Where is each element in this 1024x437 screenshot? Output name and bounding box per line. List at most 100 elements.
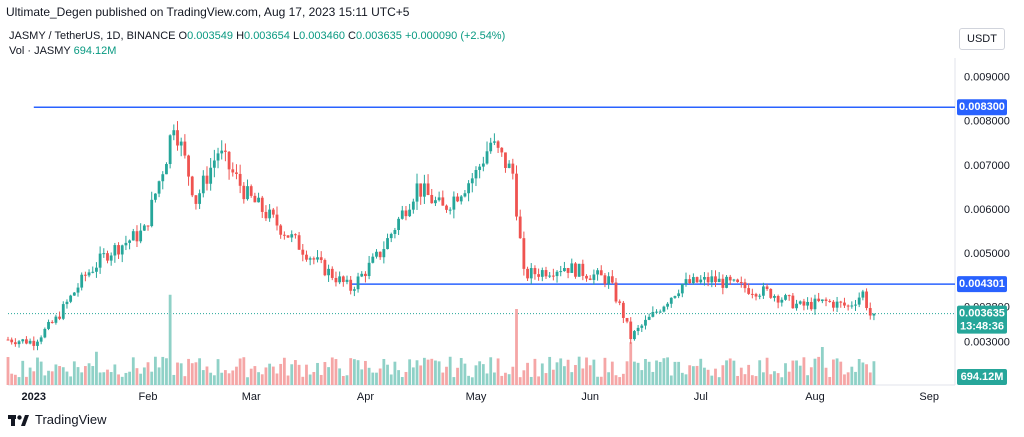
volume-bar [106, 369, 109, 385]
candle-body [489, 142, 493, 152]
time-tick-label: Apr [357, 391, 374, 403]
candle-body [736, 279, 739, 283]
candle-body [548, 275, 552, 277]
candle-body [253, 195, 257, 203]
volume-bar [146, 362, 150, 385]
volume-bar [371, 372, 375, 385]
price-tick-label: 0.008000 [964, 116, 1010, 128]
candle-body [537, 274, 541, 277]
volume-bar [161, 356, 165, 385]
symbol-label[interactable]: JASMY / TetherUS, 1D, BINANCE [9, 30, 176, 42]
candle-body [511, 163, 515, 174]
volume-bar [621, 373, 625, 385]
price-tick-label: 0.006000 [964, 204, 1010, 216]
candle-body [750, 293, 754, 295]
volume-bar [529, 376, 533, 385]
candle-body [754, 294, 758, 297]
volume-bar [684, 374, 688, 385]
candle-body [157, 181, 161, 194]
volume-bar [526, 362, 529, 385]
last-price-label: 13:48:36 [960, 321, 1004, 333]
volume-bar [820, 347, 824, 385]
volume-bar [872, 361, 876, 385]
candle-body [419, 183, 423, 197]
volume-bar [714, 368, 717, 385]
candle-body [843, 302, 846, 306]
volume-label[interactable]: Vol · JASMY [9, 45, 71, 57]
volume-bar [72, 361, 76, 385]
volume-bar [492, 372, 496, 385]
candle-body [194, 195, 198, 204]
volume-bar [695, 365, 699, 385]
candle-body [441, 197, 445, 206]
low-label: L [292, 30, 300, 42]
volume-bar [806, 375, 810, 385]
candle-body [356, 276, 360, 290]
candle-body [165, 164, 168, 175]
volume-bar [500, 375, 504, 385]
volume-bar [345, 375, 349, 385]
volume-bar [220, 372, 224, 385]
open-value: 0.003549 [187, 30, 233, 42]
volume-bar [367, 367, 371, 385]
candle-body [662, 306, 666, 312]
candle-body [802, 301, 806, 306]
volume-bar [430, 358, 434, 385]
volume-bar [426, 359, 430, 385]
currency-button[interactable]: USDT [959, 28, 1005, 50]
candle-body [172, 130, 176, 136]
volume-bar [28, 367, 32, 385]
candle-body [688, 279, 692, 284]
candle-body [581, 263, 585, 276]
candle-body [50, 321, 54, 323]
candle-body [32, 340, 36, 346]
candle-body [279, 225, 283, 235]
candle-body [69, 295, 73, 302]
volume-bar [644, 359, 647, 385]
open-label: O [178, 30, 188, 42]
volume-bar [235, 366, 238, 385]
tradingview-logo-icon [8, 414, 29, 426]
volume-bar [754, 376, 758, 385]
volume-bar [750, 375, 754, 385]
candle-body [452, 196, 456, 210]
volume-bar [533, 358, 537, 385]
candle-body [478, 166, 482, 170]
candle-body [367, 262, 371, 277]
volume-bar [411, 367, 415, 385]
candle-body [566, 268, 570, 273]
candle-body [820, 299, 824, 302]
candle-body [179, 141, 183, 146]
volume-bar [854, 371, 857, 385]
close-label: C [348, 30, 356, 42]
volume-bar [87, 363, 91, 385]
candle-body [629, 321, 633, 340]
level-price-label: 0.004301 [959, 278, 1005, 290]
candle-body [791, 295, 795, 309]
volume-bar [21, 360, 25, 385]
candle-body [338, 276, 342, 283]
candle-body [227, 151, 231, 170]
volume-bar [209, 372, 213, 385]
volume-bar [316, 362, 319, 385]
candle-body [209, 167, 213, 184]
candle-body [434, 200, 437, 204]
candle-body [625, 317, 629, 322]
volume-bar [629, 342, 633, 385]
volume-bar [655, 360, 658, 385]
volume-bar [813, 358, 817, 385]
volume-bar [489, 357, 493, 385]
volume-bar [25, 376, 28, 385]
last-volume-label-bg [957, 369, 1007, 385]
volume-bar [356, 360, 360, 385]
volume-bar [599, 376, 603, 385]
volume-bar [739, 367, 743, 385]
volume-bar [636, 362, 640, 385]
candle-body [647, 316, 651, 320]
volume-bar [577, 356, 581, 385]
published-by-header: Ultimate_Degen published on TradingView.… [6, 5, 410, 19]
volume-bar [224, 370, 227, 385]
volume-bar [699, 358, 703, 385]
volume-bar [496, 358, 500, 385]
